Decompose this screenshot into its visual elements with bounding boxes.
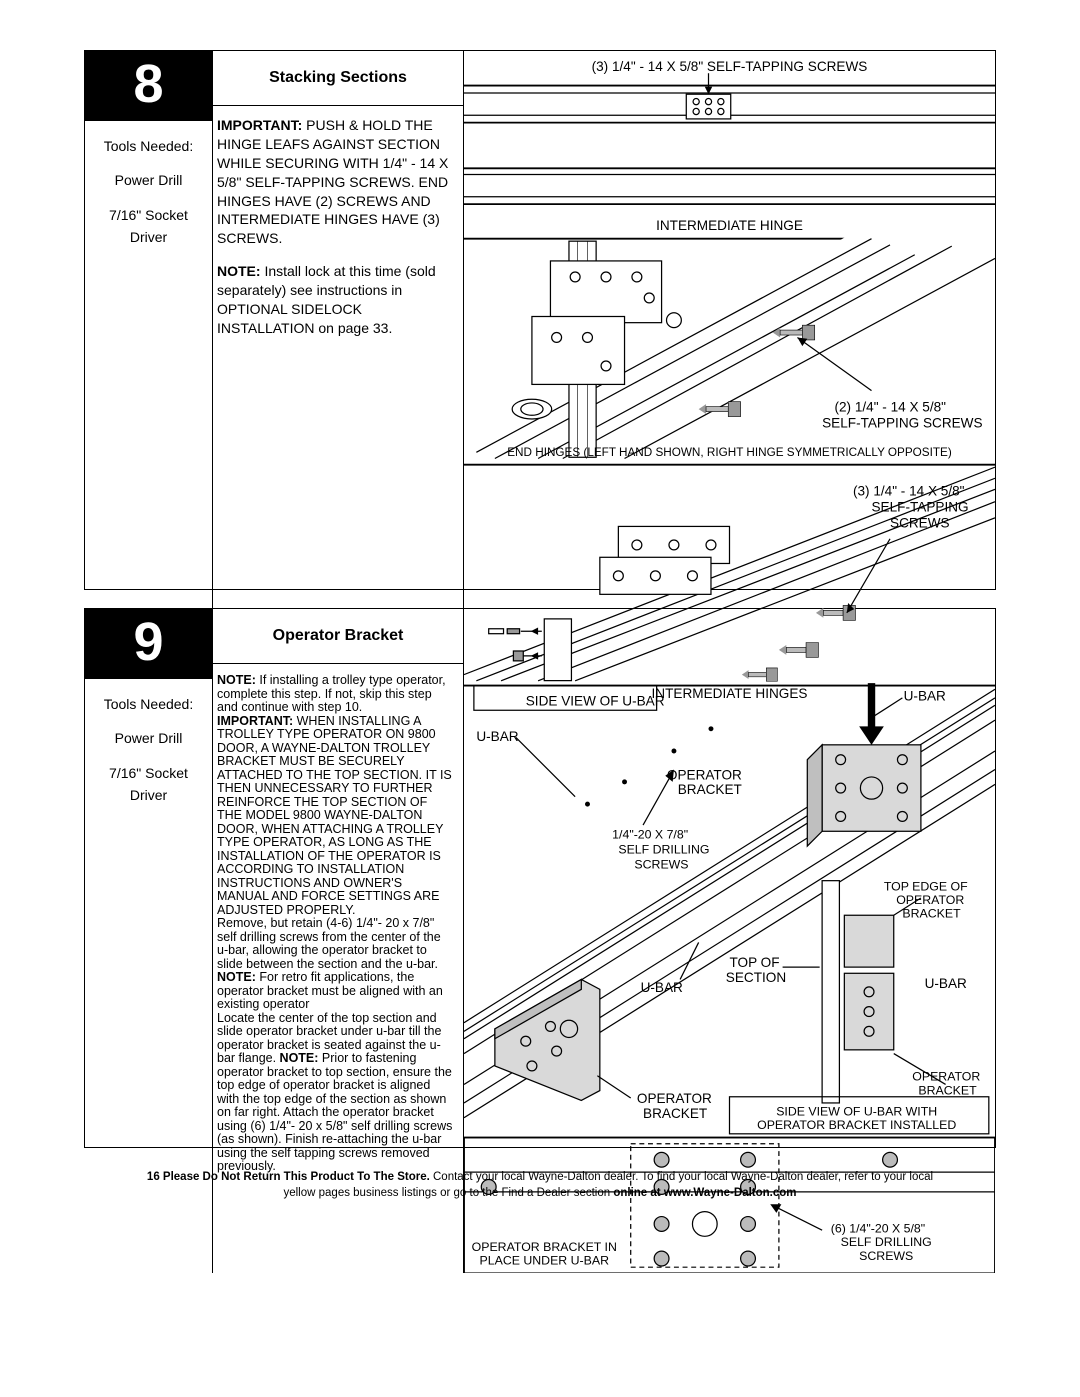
svg-text:SELF-TAPPING: SELF-TAPPING xyxy=(872,500,969,515)
step9-body: NOTE: If installing a trolley type opera… xyxy=(213,664,463,1184)
svg-text:U-BAR: U-BAR xyxy=(641,980,683,995)
svg-text:OPERATOR: OPERATOR xyxy=(896,893,964,907)
step8-title: Stacking Sections xyxy=(213,51,463,106)
svg-text:SIDE VIEW OF U-BAR: SIDE VIEW OF U-BAR xyxy=(526,693,665,708)
tool-2: 7/16" Socket Driver xyxy=(93,204,204,249)
tool-2: 7/16" Socket Driver xyxy=(93,762,204,807)
svg-text:BRACKET: BRACKET xyxy=(902,907,961,921)
svg-text:INTERMEDIATE HINGE: INTERMEDIATE HINGE xyxy=(656,218,803,233)
tools-label: Tools Needed: xyxy=(93,693,204,715)
svg-text:SELF DRILLING: SELF DRILLING xyxy=(618,843,709,857)
tools-label: Tools Needed: xyxy=(93,135,204,157)
svg-text:BRACKET: BRACKET xyxy=(918,1083,977,1097)
footer-line2a: yellow pages business listings or go to … xyxy=(283,1187,613,1199)
step8-note: NOTE: Install lock at this time (sold se… xyxy=(217,262,455,338)
svg-text:OPERATOR BRACKET IN: OPERATOR BRACKET IN xyxy=(472,1240,617,1254)
svg-text:U-BAR: U-BAR xyxy=(476,729,518,744)
step9-title: Operator Bracket xyxy=(213,609,463,664)
svg-text:END HINGES (LEFT HAND SHOWN, R: END HINGES (LEFT HAND SHOWN, RIGHT HINGE… xyxy=(507,446,952,459)
tool-1: Power Drill xyxy=(93,727,204,749)
svg-text:TOP EDGE OF: TOP EDGE OF xyxy=(884,880,968,894)
svg-text:SECTION: SECTION xyxy=(726,970,786,985)
svg-text:BRACKET: BRACKET xyxy=(643,1106,707,1121)
svg-text:(3) 1/4" - 14 X 5/8": (3) 1/4" - 14 X 5/8" xyxy=(853,484,965,499)
svg-text:(6) 1/4"-20 X 5/8": (6) 1/4"-20 X 5/8" xyxy=(831,1222,925,1236)
step8-number: 8 xyxy=(85,51,212,121)
tool-1: Power Drill xyxy=(93,169,204,191)
svg-text:OPERATOR: OPERATOR xyxy=(637,1091,712,1106)
svg-text:SCREWS: SCREWS xyxy=(859,1249,913,1263)
step-8: 8 Tools Needed: Power Drill 7/16" Socket… xyxy=(84,50,996,590)
page-number: 16 xyxy=(147,1171,160,1183)
step8-important: IMPORTANT: PUSH & HOLD THE HINGE LEAFS A… xyxy=(217,116,455,248)
footer-line1: Contact your local Wayne-Dalton dealer. … xyxy=(430,1171,933,1183)
svg-text:SCREWS: SCREWS xyxy=(890,516,950,531)
svg-text:(2) 1/4" - 14 X 5/8": (2) 1/4" - 14 X 5/8" xyxy=(834,400,946,415)
step9-text: NOTE: If installing a trolley type opera… xyxy=(217,674,455,1174)
svg-text:U-BAR: U-BAR xyxy=(925,976,967,991)
svg-text:OPERATOR: OPERATOR xyxy=(667,767,742,782)
svg-text:SELF DRILLING: SELF DRILLING xyxy=(841,1235,932,1249)
step8-tools: Tools Needed: Power Drill 7/16" Socket D… xyxy=(85,121,212,263)
svg-text:SCREWS: SCREWS xyxy=(634,857,688,871)
svg-text:U-BAR: U-BAR xyxy=(904,688,946,703)
svg-text:OPERATOR BRACKET INSTALLED: OPERATOR BRACKET INSTALLED xyxy=(757,1118,956,1132)
step9-number: 9 xyxy=(85,609,212,679)
footer-bold1: Please Do Not Return This Product To The… xyxy=(160,1171,430,1183)
end-hinge-diagram: (2) 1/4" - 14 X 5/8" SELF-TAPPING SCREWS xyxy=(476,236,995,458)
svg-text:SIDE VIEW OF U-BAR WITH: SIDE VIEW OF U-BAR WITH xyxy=(776,1104,937,1118)
svg-text:TOP OF: TOP OF xyxy=(730,955,780,970)
step-9: 9 Tools Needed: Power Drill 7/16" Socket… xyxy=(84,608,996,1148)
svg-text:PLACE UNDER U-BAR: PLACE UNDER U-BAR xyxy=(480,1254,610,1268)
step8-body: IMPORTANT: PUSH & HOLD THE HINGE LEAFS A… xyxy=(213,106,463,362)
svg-text:OPERATOR: OPERATOR xyxy=(912,1070,980,1084)
svg-text:BRACKET: BRACKET xyxy=(678,782,742,797)
svg-text:SELF-TAPPING SCREWS: SELF-TAPPING SCREWS xyxy=(822,416,982,431)
svg-text:1/4"-20 X 7/8": 1/4"-20 X 7/8" xyxy=(612,828,688,842)
footer-bold2: online at www.Wayne-Dalton.com xyxy=(613,1187,796,1199)
step9-tools: Tools Needed: Power Drill 7/16" Socket D… xyxy=(85,679,212,821)
svg-text:(3) 1/4" - 14 X 5/8" SELF-TAPP: (3) 1/4" - 14 X 5/8" SELF-TAPPING SCREWS xyxy=(592,59,868,74)
